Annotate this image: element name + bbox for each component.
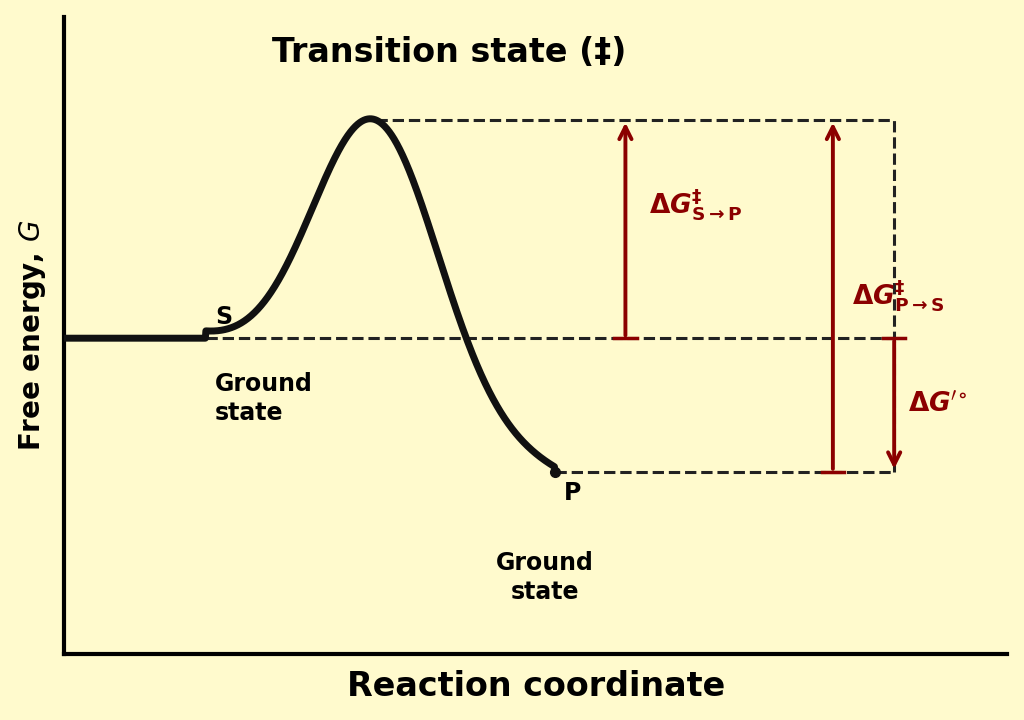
Text: $\mathbf{\Delta} \boldsymbol{G}^\mathbf{\ddagger}_{\mathbf{P \rightarrow S}}$: $\mathbf{\Delta} \boldsymbol{G}^\mathbf{… xyxy=(852,277,944,314)
Text: Ground
state: Ground state xyxy=(215,372,313,426)
Text: P: P xyxy=(564,481,582,505)
Text: $\mathbf{\Delta} \boldsymbol{G}^\mathbf{\ddagger}_{\mathbf{S \rightarrow P}}$: $\mathbf{\Delta} \boldsymbol{G}^\mathbf{… xyxy=(649,186,742,223)
Text: $\mathbf{\Delta} \boldsymbol{G}'^{\mathbf{\circ}}$: $\mathbf{\Delta} \boldsymbol{G}'^{\mathb… xyxy=(908,392,968,418)
Text: Ground
state: Ground state xyxy=(497,551,594,604)
Text: S: S xyxy=(215,305,232,329)
Text: Transition state (‡): Transition state (‡) xyxy=(271,36,626,69)
X-axis label: Reaction coordinate: Reaction coordinate xyxy=(347,670,725,703)
Y-axis label: Free energy, $\it{G}$: Free energy, $\it{G}$ xyxy=(16,220,48,451)
